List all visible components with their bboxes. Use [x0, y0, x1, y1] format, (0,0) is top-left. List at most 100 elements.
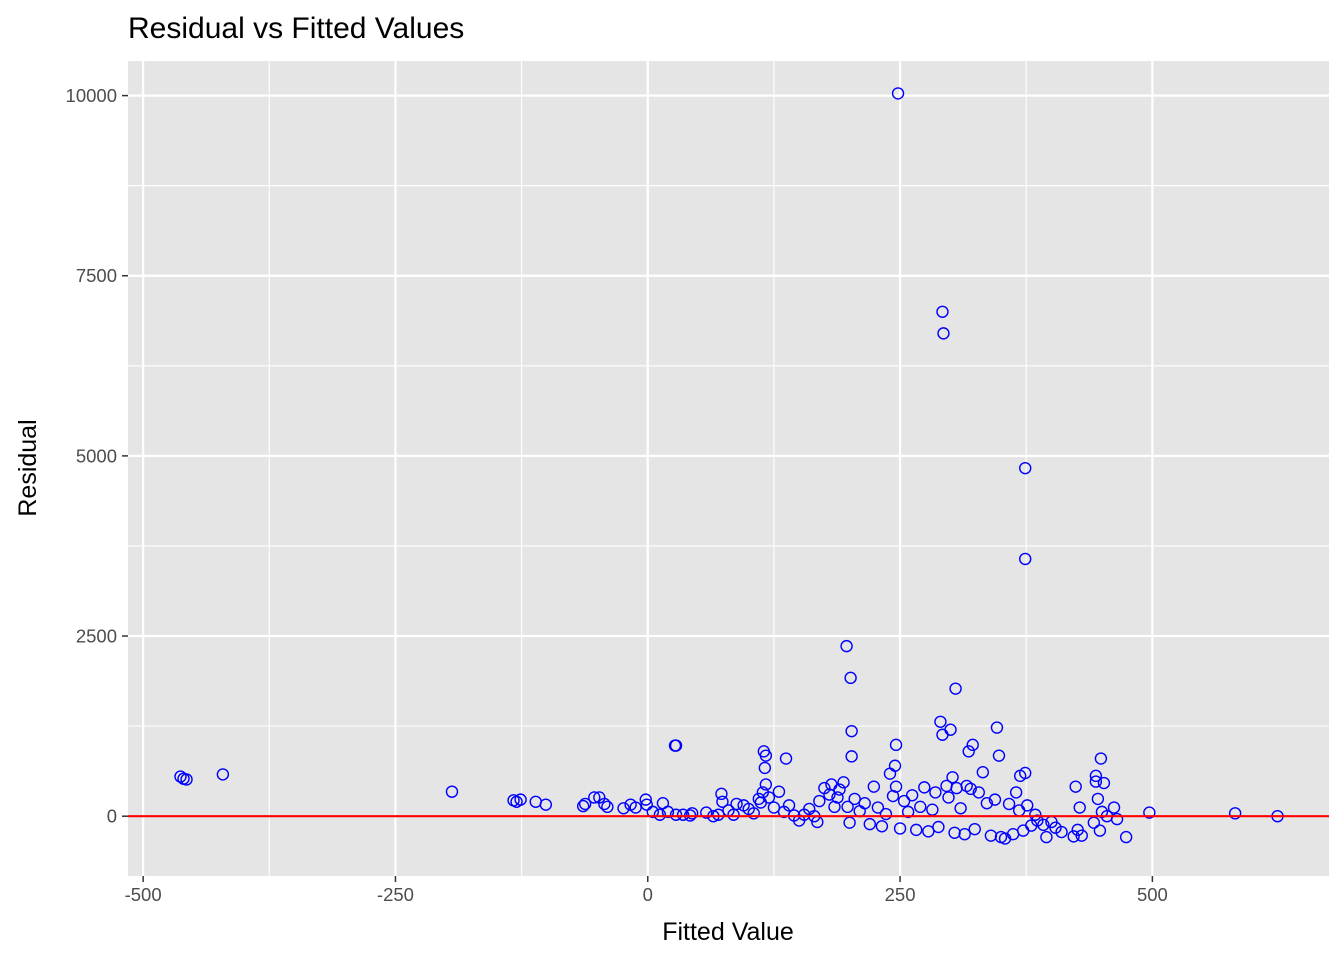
data-point — [772, 785, 786, 798]
data-point — [962, 745, 975, 758]
data-point — [897, 794, 911, 808]
data-point — [858, 797, 871, 810]
data-point — [918, 781, 931, 794]
data-point — [767, 801, 781, 814]
data-point — [966, 738, 979, 752]
data-point — [990, 721, 1004, 734]
data-point — [514, 793, 527, 806]
y-tick-label: 5000 — [76, 445, 117, 466]
data-point — [972, 786, 985, 799]
y-axis-ticks: 0 2500 5000 7500 10000 — [66, 85, 128, 827]
data-point — [640, 798, 653, 811]
x-tick-label: 250 — [885, 884, 916, 905]
data-point — [1069, 780, 1082, 793]
data-point — [685, 807, 699, 820]
data-point — [1019, 552, 1032, 566]
data-point — [1089, 769, 1103, 783]
data-point — [782, 799, 796, 812]
data-point — [833, 783, 846, 796]
data-point — [588, 791, 601, 804]
data-point — [944, 723, 957, 736]
data-point — [905, 789, 919, 802]
data-point — [1075, 829, 1088, 842]
data-point — [539, 798, 553, 811]
data-point — [1029, 808, 1042, 821]
y-tick-label: 10000 — [66, 85, 117, 106]
data-point — [937, 327, 950, 340]
data-point — [216, 768, 230, 781]
data-point — [712, 808, 725, 821]
data-point — [1093, 824, 1107, 837]
data-point — [1143, 806, 1156, 819]
y-tick-label: 2500 — [76, 626, 117, 647]
data-point — [845, 724, 858, 738]
data-point — [910, 823, 923, 837]
data-point — [863, 817, 876, 831]
data-point — [932, 820, 945, 834]
data-point — [730, 797, 743, 811]
data-point — [1019, 766, 1032, 780]
data-point — [845, 750, 858, 763]
data-point — [1107, 801, 1121, 814]
minor-gridlines — [128, 61, 1329, 876]
data-point — [980, 797, 994, 810]
data-point — [1009, 786, 1023, 799]
data-point — [871, 801, 885, 814]
data-point — [669, 739, 683, 752]
data-point — [1089, 775, 1103, 788]
chart-title: Residual vs Fitted Values — [128, 12, 464, 45]
data-point — [576, 799, 590, 813]
x-tick-label: 500 — [1137, 884, 1168, 905]
data-point — [1055, 825, 1068, 839]
data-point — [901, 805, 915, 819]
data-point — [992, 749, 1006, 762]
data-point — [889, 738, 903, 752]
data-point — [1073, 801, 1086, 814]
data-point — [879, 807, 893, 821]
data-point — [445, 785, 459, 798]
data-point — [700, 806, 713, 819]
data-point — [875, 820, 889, 833]
data-point — [617, 802, 630, 815]
data-point — [174, 770, 187, 783]
data-point — [676, 808, 690, 821]
data-point — [848, 792, 861, 806]
data-point — [1067, 830, 1080, 843]
data-point — [934, 715, 947, 728]
data-point — [840, 639, 853, 653]
data-point — [1037, 818, 1050, 832]
data-point — [813, 794, 826, 808]
data-point — [715, 787, 728, 801]
data-point — [578, 797, 592, 811]
data-point — [942, 791, 955, 804]
data-point — [954, 802, 967, 815]
x-axis-title: Fitted Value — [662, 918, 794, 946]
data-point — [976, 766, 990, 779]
y-tick-label: 0 — [107, 806, 117, 827]
data-point — [661, 805, 675, 819]
data-point — [841, 800, 854, 814]
data-point — [779, 752, 793, 765]
data-point — [598, 797, 611, 811]
data-point — [1040, 830, 1053, 844]
data-point — [922, 825, 935, 838]
data-point — [968, 822, 981, 836]
data-point — [964, 782, 977, 796]
data-point — [629, 801, 642, 814]
x-tick-label: 0 — [643, 884, 653, 905]
plot-panel — [128, 61, 1329, 876]
data-point — [1110, 812, 1124, 826]
data-point — [837, 776, 850, 789]
x-tick-label: -500 — [125, 884, 162, 905]
data-point — [1094, 752, 1108, 765]
data-point — [759, 778, 773, 791]
data-point — [1119, 830, 1133, 844]
data-point — [758, 761, 772, 775]
data-point — [867, 780, 881, 793]
data-point — [747, 807, 760, 820]
x-axis-ticks: -500 -250 0 250 500 — [125, 876, 1168, 905]
data-point — [889, 780, 903, 793]
data-point — [669, 808, 683, 821]
data-points — [174, 87, 1284, 845]
